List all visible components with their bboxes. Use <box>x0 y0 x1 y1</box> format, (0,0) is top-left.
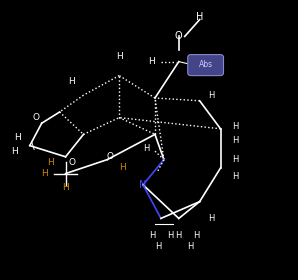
Text: H: H <box>167 231 173 240</box>
Text: H: H <box>208 91 215 100</box>
Text: H: H <box>116 52 122 60</box>
Text: N: N <box>139 180 147 190</box>
Text: H: H <box>155 242 161 251</box>
Text: H: H <box>62 183 69 192</box>
Text: Abs: Abs <box>198 60 213 69</box>
Text: H: H <box>196 12 203 22</box>
Text: O: O <box>107 152 114 161</box>
Text: H: H <box>12 147 18 156</box>
Text: H: H <box>232 122 239 130</box>
Text: H: H <box>193 231 200 240</box>
Text: H: H <box>143 144 149 153</box>
FancyBboxPatch shape <box>188 55 224 76</box>
Text: H: H <box>232 155 239 164</box>
Text: H: H <box>119 164 125 172</box>
Text: H: H <box>149 57 155 66</box>
Text: H: H <box>208 214 215 223</box>
Text: H: H <box>176 231 182 240</box>
Text: H: H <box>68 77 75 86</box>
Text: \: \ <box>31 141 35 151</box>
Text: H: H <box>232 136 239 144</box>
Text: O: O <box>68 158 75 167</box>
Text: H: H <box>41 169 48 178</box>
Text: H: H <box>47 158 54 167</box>
Text: H: H <box>187 242 194 251</box>
Text: O: O <box>32 113 39 122</box>
Text: H: H <box>15 133 21 142</box>
Text: H: H <box>232 172 239 181</box>
Text: O: O <box>175 31 183 41</box>
Text: H: H <box>149 231 155 240</box>
